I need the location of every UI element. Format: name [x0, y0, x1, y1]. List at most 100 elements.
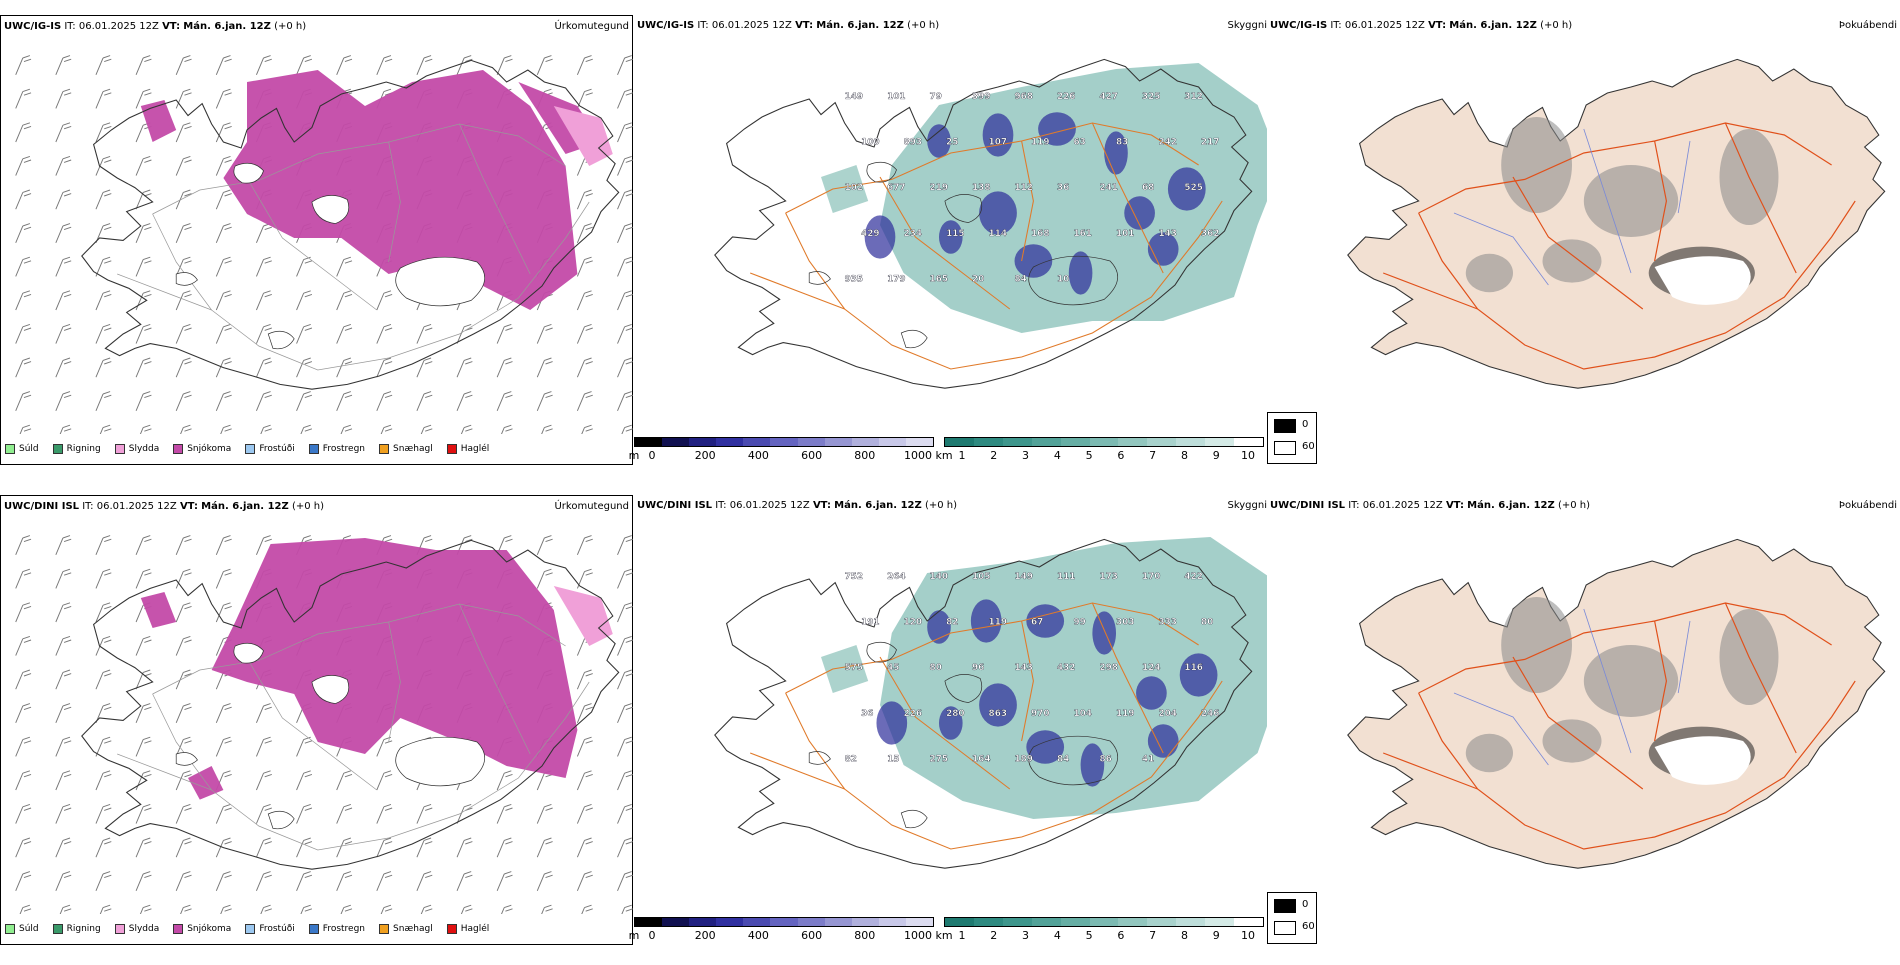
cloudbase-label: 752 [845, 572, 863, 582]
wind-barb [95, 391, 112, 411]
wind-barb [55, 323, 72, 344]
wind-barb [296, 871, 313, 891]
colorbar-cell [905, 438, 934, 446]
cloudbase-label: 432 [1057, 663, 1075, 673]
wind-barb [296, 736, 313, 757]
cloudbase-label: 45 [887, 663, 899, 673]
cloudbase-label: 63 [1074, 138, 1086, 148]
legend-item: Snæhagl [379, 444, 433, 454]
wind-barb [15, 669, 32, 690]
river-line [1453, 692, 1549, 766]
glacier-outline [395, 736, 485, 787]
wind-barb [336, 837, 353, 858]
wind-barb [55, 122, 72, 143]
wind-barb [416, 871, 433, 891]
wind-barb [617, 290, 634, 311]
wind-barb [95, 568, 112, 589]
wind-barb [15, 803, 32, 824]
wind-barb [576, 357, 593, 378]
vt-label: VT: [162, 21, 181, 32]
colorbar-tick: 200 [694, 929, 716, 942]
wind-barb [55, 535, 72, 555]
road-line [1654, 620, 1668, 742]
legend-swatch [245, 924, 256, 934]
sleet-region [553, 106, 613, 166]
wind-barb [175, 602, 192, 623]
wind-barb [15, 837, 32, 858]
cloudbase-label: 241 [1099, 183, 1117, 193]
colorbar-ticks: m 0 200 400 600 800 1000 [629, 927, 934, 943]
wind-barb [95, 88, 112, 109]
cloudbase-label: 280 [946, 709, 964, 719]
wind-barb [215, 357, 232, 378]
glacier-outline [900, 809, 928, 829]
cloudbase-label: 41 [1142, 754, 1154, 764]
legend-swatch [245, 444, 256, 454]
wind-barb [576, 736, 593, 757]
iceland-map [15, 55, 634, 434]
cloudbase-label: 102 [845, 183, 863, 193]
wind-barb [135, 391, 152, 411]
colorbar-cell [973, 438, 1003, 446]
wind-barb [581, 904, 593, 914]
colorbar-cell [797, 918, 825, 926]
cloudbase-label: 242 [1158, 138, 1176, 148]
wind-barb [175, 122, 192, 143]
colorbar-cell [1176, 438, 1206, 446]
colorbar-cell [905, 918, 934, 926]
wind-barb [617, 535, 634, 555]
wind-barb [15, 770, 32, 791]
cloudbase-label: 333 [1158, 618, 1176, 628]
colorbar-tick: 1000 [904, 929, 932, 942]
wind-barb [135, 223, 152, 243]
wind-barb [617, 256, 634, 277]
wind-barb [55, 391, 72, 411]
iceland-map [1347, 538, 1886, 869]
precip-type-panel: UWC/DINI ISL IT: 06.01.2025 12Z VT: Mán.… [0, 495, 634, 945]
legend-label: Snjókoma [187, 924, 232, 934]
legend-label: Frostregn [322, 924, 366, 934]
cloudbase-label: 234 [904, 229, 922, 239]
wind-barb [376, 357, 393, 378]
wind-barb [300, 904, 313, 914]
wind-barb [541, 424, 553, 434]
glacier-outline [311, 195, 350, 224]
colorbar-tick: 800 [854, 449, 876, 462]
road-line [1418, 200, 1856, 370]
init-time: 06.01.2025 12Z [78, 21, 159, 32]
valid-time: Mán. 6.jan. 12Z [1467, 500, 1555, 511]
wind-barb [175, 155, 192, 176]
wind-barb [621, 904, 634, 914]
wind-barb [135, 88, 152, 109]
glacier-outline [866, 641, 897, 663]
colorbar-tick: 7 [1149, 449, 1157, 462]
wind-barb [617, 871, 634, 891]
road-line [1654, 140, 1668, 262]
colorbar-cell [1147, 918, 1177, 926]
wind-barb [135, 871, 152, 891]
wind-barb [456, 55, 473, 75]
wind-barb [416, 391, 433, 411]
wind-barb [175, 669, 192, 690]
wind-barb [536, 323, 553, 344]
colorbar-cell [770, 918, 798, 926]
wind-barb [256, 535, 272, 555]
precip-type-panel: UWC/IG-IS IT: 06.01.2025 12Z VT: Mán. 6.… [0, 15, 634, 465]
wind-barb [336, 391, 353, 411]
low-cloudbase-patch [1068, 251, 1093, 295]
wind-barb [215, 290, 232, 311]
cloudbase-label: 422 [1184, 572, 1202, 582]
fog-index-patch [1465, 253, 1513, 293]
cloudbase-colorbar: m 0 200 400 600 800 1000 [629, 437, 934, 467]
road-line [246, 177, 378, 311]
wind-barb [215, 837, 232, 858]
wind-barb [296, 256, 313, 277]
valid-time: Mán. 6.jan. 12Z [816, 20, 904, 31]
wind-barb [256, 803, 272, 824]
wind-barb [215, 55, 232, 75]
low-cloudbase-patch [1080, 743, 1105, 787]
cloudbase-label: 143 [1015, 663, 1033, 673]
wind-barb [256, 837, 272, 858]
it-label: IT: [697, 20, 709, 31]
colorbar-cell [716, 438, 744, 446]
